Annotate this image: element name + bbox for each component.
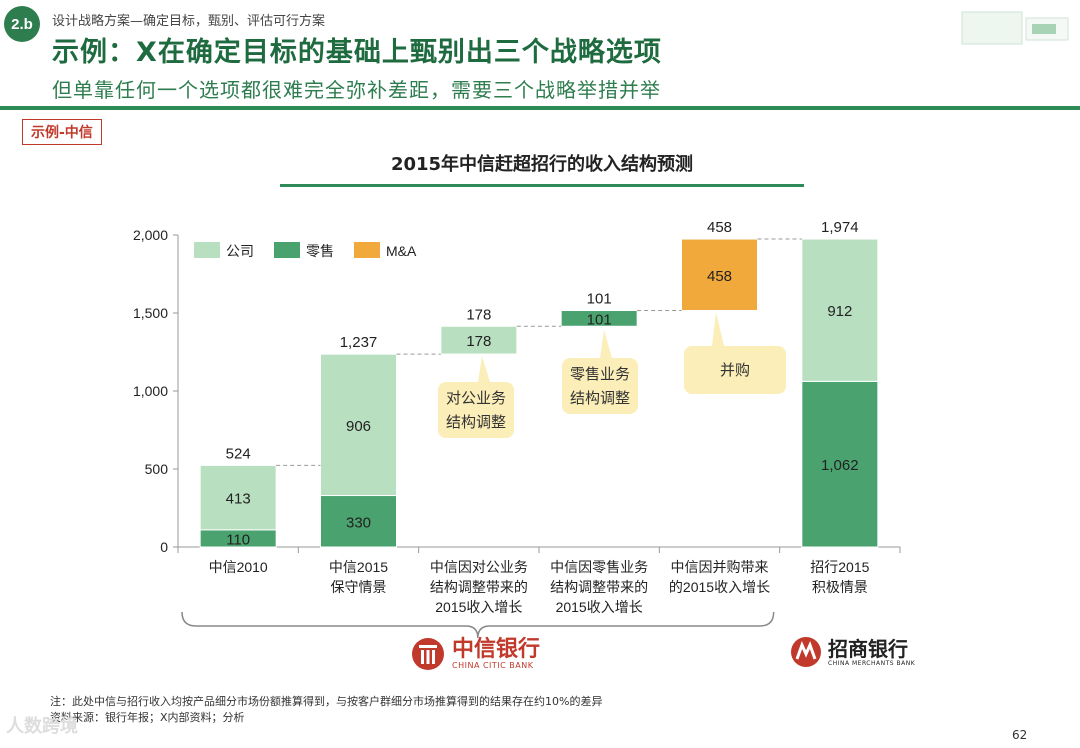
x-category-label: 中信因并购带来 <box>671 559 769 575</box>
callout-ma: 并购 <box>684 346 786 394</box>
callout-line: 结构调整 <box>446 413 507 431</box>
x-category-label: 的2015收入增长 <box>669 579 770 595</box>
callout-line: 结构调整 <box>570 389 631 407</box>
bar-segment-label: 906 <box>346 418 371 435</box>
x-category-label: 中信因零售业务 <box>550 559 648 575</box>
page-title: 示例：X在确定目标的基础上甄别出三个战略选项 <box>52 37 662 68</box>
callout-line: 零售业务 <box>570 365 631 383</box>
x-category-label: 积极情景 <box>812 579 868 595</box>
x-category-label: 结构调整带来的 <box>550 579 648 595</box>
bar-segment-label: 413 <box>226 491 251 508</box>
section-badge: 2.b <box>4 6 40 42</box>
bar-segment-retail <box>560 310 638 327</box>
bar-segment-retail <box>801 380 879 548</box>
watermark: 人数跨境 <box>6 716 78 737</box>
page-subtitle: 但单靠任何一个选项都很难完全弥补差距，需要三个战略举措并举 <box>52 78 661 102</box>
y-tick-label: 1,000 <box>133 383 168 399</box>
y-tick-label: 1,500 <box>133 305 168 321</box>
bar-segment-label: 110 <box>226 531 250 548</box>
bar-segment-corporate <box>199 464 277 531</box>
corner-decoration-icon <box>961 11 1069 45</box>
bar-segment-label: 101 <box>587 311 612 328</box>
y-tick-label: 0 <box>160 539 168 555</box>
bar-segment-corporate <box>801 238 879 382</box>
legend-label: 零售 <box>306 243 334 259</box>
x-category-label: 中信2010 <box>209 559 268 575</box>
callout-pointer <box>712 312 724 346</box>
bar-total-label: 1,237 <box>340 334 378 351</box>
callout-pointer <box>600 330 612 358</box>
citic-emblem-icon <box>412 638 444 670</box>
category-brace <box>181 611 775 639</box>
y-tick-label: 500 <box>145 461 169 477</box>
y-tick-label: 2,000 <box>133 227 168 243</box>
callout-corporate-restructure: 对公业务 结构调整 <box>438 382 515 438</box>
example-tag: 示例-中信 <box>22 119 102 145</box>
citic-logo-sub: CHINA CITIC BANK <box>452 660 534 670</box>
legend-label: M&A <box>386 243 417 259</box>
header-divider <box>0 106 1080 110</box>
bar-segment-label: 458 <box>707 268 732 285</box>
cmb-emblem-icon <box>791 637 821 667</box>
x-category-label: 招行2015 <box>810 559 869 575</box>
bar-total-label: 178 <box>466 306 491 323</box>
bar-segment-label: 178 <box>466 333 491 350</box>
x-category-label: 中信因对公业务 <box>430 559 528 575</box>
legend-label: 公司 <box>226 243 254 259</box>
legend-swatch-corporate <box>194 242 220 258</box>
x-category-label: 中信2015 <box>329 559 388 575</box>
citic-logo: 中信银行 CHINA CITIC BANK <box>410 636 540 672</box>
citic-logo-name: 中信银行 <box>452 636 541 662</box>
x-category-label: 2015收入增长 <box>556 599 643 615</box>
x-category-label: 2015收入增长 <box>435 599 522 615</box>
footnote-source: 资料来源：银行年报；X内部资料；分析 <box>50 711 245 724</box>
chart-title-underline <box>280 184 804 187</box>
bar-segment-label: 1,062 <box>821 457 859 474</box>
bar-segment-corporate <box>440 325 518 355</box>
callout-line: 对公业务 <box>446 389 507 407</box>
cmb-logo-name: 招商银行 <box>828 636 908 661</box>
bar-segment-corporate <box>320 353 397 497</box>
legend-swatch-retail <box>274 242 300 258</box>
bar-total-label: 1,974 <box>821 219 859 236</box>
cmb-logo-sub: CHINA MERCHANTS BANK <box>828 659 916 667</box>
legend-swatch-ma <box>354 242 380 258</box>
bar-segment-label: 330 <box>346 514 371 531</box>
bar-segment-ma <box>681 238 758 312</box>
callout-line: 并购 <box>719 361 750 379</box>
x-category-label: 结构调整带来的 <box>430 579 528 595</box>
footnotes: 注：此处中信与招行收入均按产品细分市场份额推算得到，与按客户群细分市场推算得到的… <box>50 694 602 726</box>
breadcrumb: 设计战略方案—确定目标，甄别、评估可行方案 <box>52 14 326 29</box>
bar-total-label: 524 <box>226 445 251 462</box>
bar-total-label: 458 <box>707 219 732 236</box>
page-number: 62 <box>1012 728 1028 742</box>
bar-segment-label: 912 <box>827 303 852 320</box>
bar-total-label: 101 <box>587 291 612 308</box>
chart-title: 2015年中信赶超招行的收入结构预测 <box>390 154 694 175</box>
x-category-label: 保守情景 <box>331 579 387 595</box>
callout-retail-restructure: 零售业务 结构调整 <box>562 358 639 414</box>
cmb-logo: 招商银行 CHINA MERCHANTS BANK <box>790 636 915 668</box>
footnote-note: 注：此处中信与招行收入均按产品细分市场份额推算得到，与按客户群细分市场推算得到的… <box>50 695 603 708</box>
callout-pointer <box>478 356 490 382</box>
